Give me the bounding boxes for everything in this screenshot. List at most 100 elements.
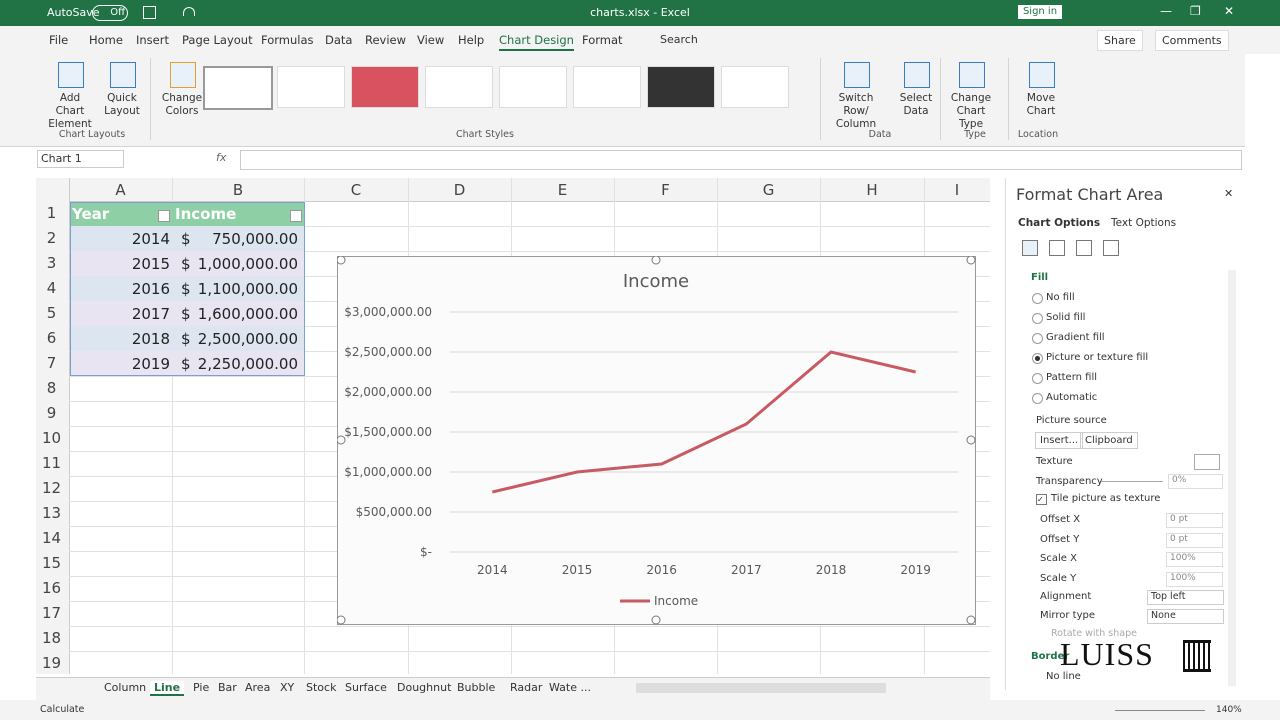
resize-handle[interactable] — [966, 615, 976, 625]
ribbon-button[interactable]: Move Chart — [1026, 92, 1056, 117]
section-header[interactable]: Border — [1031, 651, 1070, 662]
column-header[interactable]: C — [350, 181, 362, 199]
resize-handle[interactable] — [337, 256, 346, 265]
panel-tab[interactable]: Chart Options — [1018, 217, 1101, 229]
column-header[interactable]: E — [557, 181, 568, 199]
panel-icon[interactable] — [1022, 240, 1038, 256]
chart-style-thumb[interactable] — [277, 66, 345, 108]
ribbon-icon[interactable] — [844, 62, 870, 88]
search-box[interactable]: Search — [660, 33, 698, 46]
chart-style-thumb[interactable] — [647, 66, 715, 108]
sign-in[interactable]: Sign in — [1018, 5, 1062, 19]
column-header[interactable]: I — [954, 181, 960, 199]
cell-income[interactable]: 1,600,000.00 — [197, 305, 298, 323]
column-header[interactable]: G — [762, 181, 775, 199]
resize-handle[interactable] — [337, 615, 346, 625]
cell-currency[interactable]: $ — [181, 355, 191, 373]
spin-input[interactable]: 100% — [1166, 552, 1223, 567]
radio[interactable] — [1032, 293, 1043, 304]
radio[interactable] — [1032, 353, 1043, 364]
button[interactable]: Insert... — [1035, 432, 1084, 449]
row-header[interactable]: 7 — [46, 354, 57, 372]
panel-icon[interactable] — [1076, 240, 1092, 256]
ribbon-button[interactable]: Change Chart Type — [950, 92, 992, 130]
scrollbar[interactable] — [1228, 270, 1236, 686]
slider[interactable] — [1101, 481, 1163, 482]
sheet-tab[interactable]: XY — [280, 681, 295, 694]
cell-year[interactable]: 2019 — [131, 355, 170, 373]
row-header[interactable]: 18 — [41, 629, 62, 647]
ribbon-tab[interactable]: Page Layout — [182, 33, 253, 47]
share-button[interactable]: Share — [1097, 30, 1143, 51]
resize-handle[interactable] — [966, 256, 976, 265]
sheet-tab[interactable]: Bar — [218, 681, 237, 694]
radio[interactable] — [1032, 333, 1043, 344]
row-header[interactable]: 2 — [46, 229, 57, 247]
section-header[interactable]: Fill — [1031, 272, 1049, 283]
cell-income[interactable]: 2,250,000.00 — [197, 355, 298, 373]
ribbon-tab[interactable]: Formulas — [261, 33, 314, 47]
sheet-tab[interactable]: Pie — [193, 681, 210, 694]
restore-button[interactable]: ❐ — [1190, 4, 1201, 18]
ribbon-tab[interactable]: Insert — [136, 33, 169, 47]
formula-input[interactable] — [240, 150, 1242, 170]
chart-style-thumb[interactable] — [351, 66, 419, 108]
row-header[interactable]: 16 — [41, 579, 62, 597]
panel-close[interactable]: ✕ — [1224, 187, 1234, 200]
chart-style-thumb[interactable] — [499, 66, 567, 108]
row-header[interactable]: 17 — [41, 604, 62, 622]
row-header[interactable]: 8 — [46, 379, 57, 397]
filter-button[interactable] — [290, 210, 302, 222]
row-header[interactable]: 15 — [41, 554, 62, 572]
column-header[interactable]: A — [115, 181, 126, 199]
filter-button[interactable] — [158, 210, 170, 222]
sheet-tab[interactable]: Doughnut — [397, 681, 452, 694]
ribbon-icon[interactable] — [110, 62, 136, 88]
spin-input[interactable]: 100% — [1166, 571, 1223, 587]
ribbon-tab[interactable]: View — [417, 33, 445, 47]
spin-input[interactable]: 0% — [1168, 474, 1223, 489]
resize-handle[interactable] — [966, 435, 976, 445]
autosave-toggle[interactable]: Off — [92, 5, 128, 21]
cell-income[interactable]: 1,000,000.00 — [197, 255, 298, 273]
sheet-tab[interactable]: Wate ... — [549, 681, 591, 694]
chart-style-thumb[interactable] — [721, 66, 789, 108]
radio-label[interactable]: No line — [1046, 671, 1081, 682]
row-header[interactable]: 1 — [46, 204, 57, 222]
radio-label[interactable]: Automatic — [1046, 392, 1098, 403]
ribbon-icon[interactable] — [959, 62, 985, 88]
cell-year[interactable]: 2017 — [131, 305, 170, 323]
chart-style-thumb[interactable] — [425, 66, 493, 108]
radio-label[interactable]: Gradient fill — [1046, 332, 1105, 343]
ribbon-tab[interactable]: Home — [89, 33, 123, 47]
row-header[interactable]: 3 — [46, 254, 57, 272]
panel-icon[interactable] — [1103, 240, 1119, 256]
ribbon-icon[interactable] — [58, 62, 84, 88]
cell-income[interactable]: 750,000.00 — [212, 230, 298, 248]
cell-year[interactable]: 2015 — [131, 255, 170, 273]
cell-year[interactable]: 2014 — [131, 230, 170, 248]
sheet-tab[interactable]: Line — [150, 681, 185, 696]
spin-input[interactable]: 0 pt — [1166, 513, 1223, 528]
save-icon[interactable] — [143, 6, 156, 19]
cell-income[interactable]: 1,100,000.00 — [197, 280, 298, 298]
cell-income[interactable]: 2,500,000.00 — [197, 330, 298, 348]
ribbon-icon[interactable] — [170, 62, 196, 88]
chart[interactable]: Income $- $500,000.00 $1,000,000.00 $1,500,0… — [337, 256, 976, 625]
sheet-tab[interactable]: Stock — [306, 681, 337, 694]
chart-style-thumb[interactable] — [203, 66, 273, 110]
panel-icon[interactable] — [1049, 240, 1065, 256]
ribbon-tab[interactable]: Data — [325, 33, 353, 47]
undo-icon[interactable] — [183, 7, 195, 16]
cell-currency[interactable]: $ — [181, 255, 191, 273]
row-header[interactable]: 12 — [41, 479, 62, 497]
dropdown[interactable]: None — [1147, 609, 1224, 624]
row-header[interactable]: 10 — [41, 429, 62, 447]
sheet-tab[interactable]: Area — [245, 681, 271, 694]
zoom-slider[interactable] — [1115, 710, 1205, 711]
ribbon-tab[interactable]: Chart Design — [499, 33, 574, 51]
radio-label[interactable]: Picture or texture fill — [1046, 352, 1149, 363]
ribbon-button[interactable]: Add Chart Element — [48, 92, 92, 130]
radio[interactable] — [1032, 373, 1043, 384]
ribbon-button[interactable]: Quick Layout — [104, 92, 140, 117]
